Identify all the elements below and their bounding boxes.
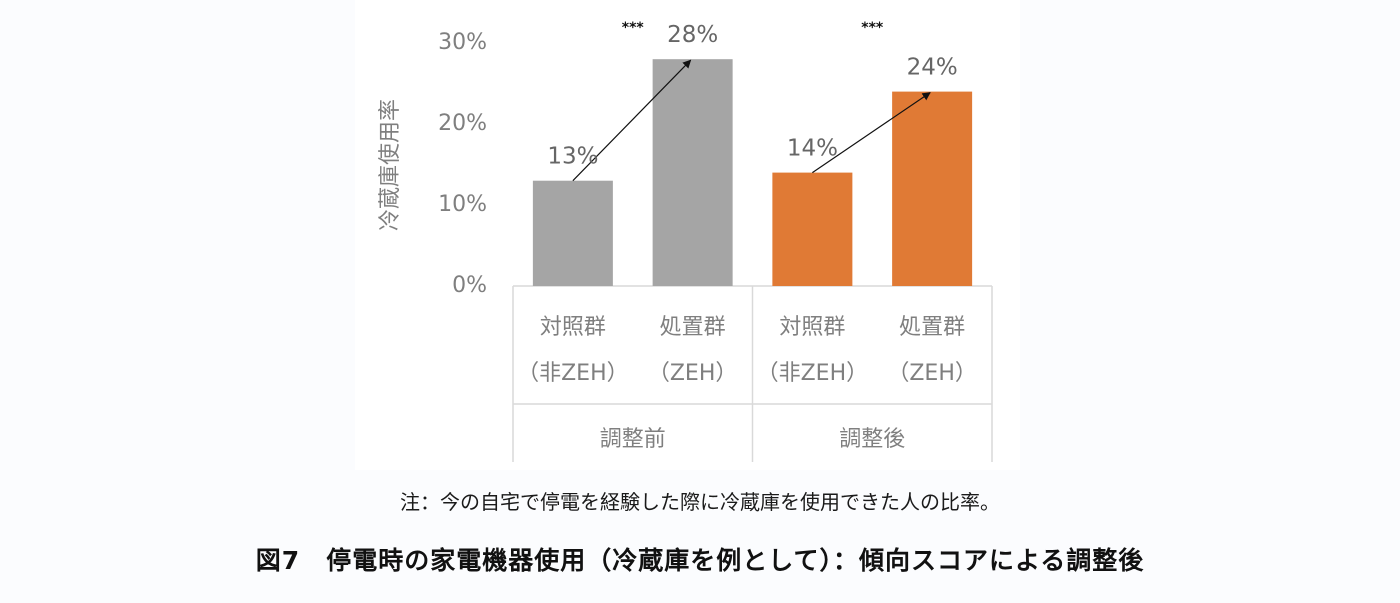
bars (532, 59, 973, 287)
chart-panel: 冷蔵庫使用率 0% 10% 20% 30% *** *** 13% 28% 14% 24% 対… (355, 0, 1020, 470)
value-label: 28% (667, 22, 718, 48)
category-label-line1: 処置群 (660, 315, 726, 340)
significance-mark: *** (622, 20, 645, 36)
category-label-line2: （非ZEH） (517, 361, 629, 386)
value-label: 14% (787, 136, 838, 162)
bar (772, 172, 853, 286)
trend-arrows: *** *** (572, 20, 931, 182)
bar (652, 59, 733, 287)
category-labels: 対照群 （非ZEH） 処置群 （ZEH） 対照群 （非ZEH） 処置群 （ZEH） 調整前 調整後 (517, 315, 977, 452)
category-label-line1: 処置群 (899, 315, 965, 340)
y-axis-title-group: 冷蔵庫使用率 (378, 99, 403, 231)
trend-arrow (572, 59, 692, 182)
bar (532, 180, 613, 286)
y-tick-label: 0% (452, 273, 487, 298)
category-label-line2: （ZEH） (648, 361, 738, 386)
value-label: 13% (547, 144, 598, 170)
trend-arrow (812, 92, 931, 174)
y-ticks: 0% 10% 20% 30% (438, 30, 487, 298)
y-tick-label: 30% (438, 30, 487, 55)
y-axis-title: 冷蔵庫使用率 (378, 99, 403, 231)
category-label-line1: 対照群 (540, 315, 606, 340)
y-tick-label: 20% (438, 111, 487, 136)
value-labels: 13% 28% 14% 24% (547, 22, 958, 170)
bar (892, 91, 973, 286)
group-label: 調整後 (839, 427, 905, 452)
category-label-line1: 対照群 (779, 315, 845, 340)
y-tick-label: 10% (438, 192, 487, 217)
chart-note: 注：今の自宅で停電を経験した際に冷蔵庫を使用できた人の比率。 (400, 490, 1000, 514)
bar-chart: 冷蔵庫使用率 0% 10% 20% 30% *** *** 13% 28% 14% 24% 対… (378, 20, 993, 462)
group-label: 調整前 (600, 427, 666, 452)
category-label-line2: （非ZEH） (757, 361, 869, 386)
value-label: 24% (907, 55, 958, 81)
category-label-line2: （ZEH） (887, 361, 977, 386)
figure-caption: 図7 停電時の家電機器使用（冷蔵庫を例として）：傾向スコアによる調整後 (255, 546, 1145, 575)
significance-mark: *** (861, 20, 884, 36)
